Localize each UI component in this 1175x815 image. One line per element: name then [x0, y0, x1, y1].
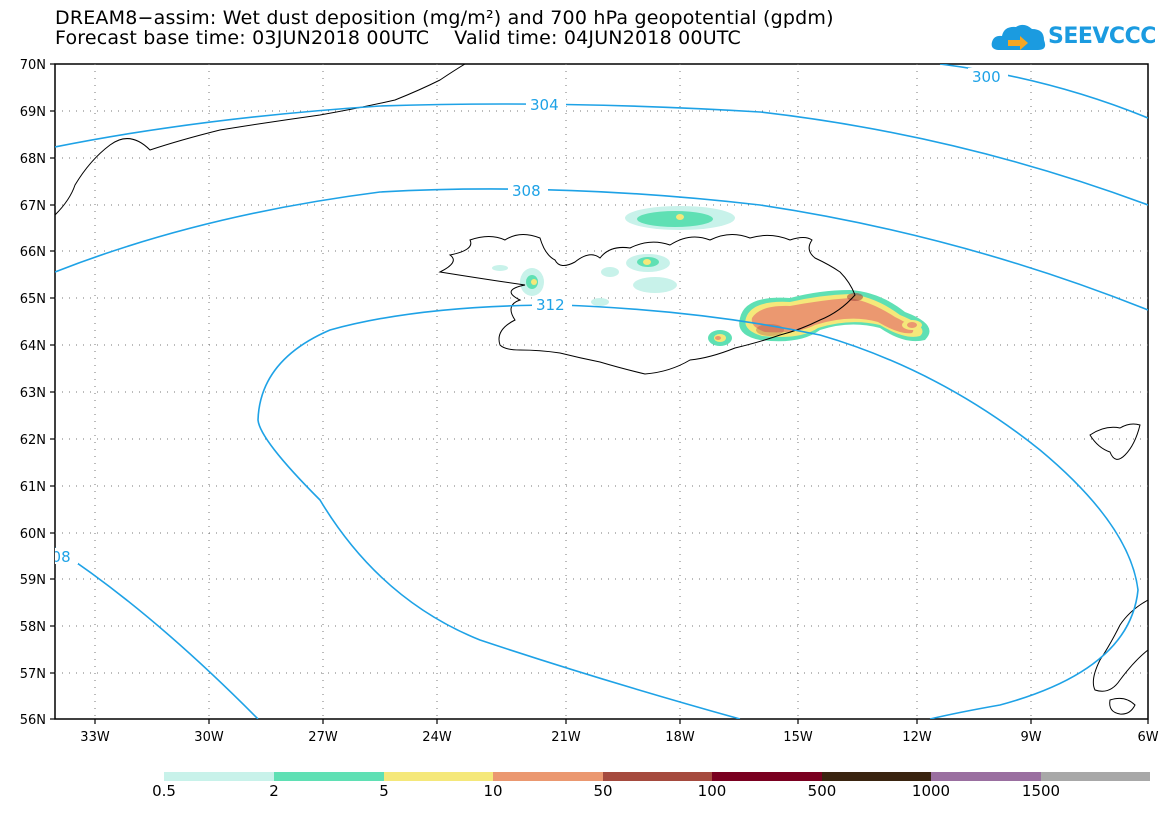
colorbar [164, 772, 1150, 781]
lat-label: 60N [20, 527, 46, 542]
map-subtitle: Forecast base time: 03JUN2018 00UTC Vali… [55, 27, 741, 49]
colorbar-label: 500 [807, 782, 837, 800]
cloud-icon [991, 24, 1046, 50]
lat-label: 61N [20, 480, 46, 495]
lon-label: 21W [551, 730, 581, 745]
contour-label: 304 [530, 96, 559, 114]
lon-label: 6W [1137, 730, 1158, 745]
colorbar-segment [274, 772, 384, 781]
contour-label: 300 [972, 68, 1001, 86]
colorbar-segment [493, 772, 603, 781]
coastlines [55, 64, 1148, 715]
colorbar-segment [931, 772, 1041, 781]
lat-label: 62N [20, 433, 46, 448]
lat-label: 68N [20, 152, 46, 167]
colorbar-label: 1000 [911, 782, 951, 800]
lon-label: 9W [1020, 730, 1041, 745]
tick-marks [50, 63, 1149, 724]
colorbar-segment [384, 772, 493, 781]
colorbar-segment [1041, 772, 1150, 781]
lon-label: 33W [80, 730, 110, 745]
lat-label: 56N [20, 713, 46, 728]
lat-label: 57N [20, 667, 46, 682]
colorbar-segment [603, 772, 712, 781]
lat-label: 66N [20, 245, 46, 260]
lon-label: 27W [308, 730, 338, 745]
lat-label: 69N [20, 105, 46, 120]
lon-label: 12W [902, 730, 932, 745]
latitude-labels: 70N 69N 68N 67N 66N 65N 64N 63N 62N 61N … [20, 58, 46, 728]
longitude-labels: 33W 30W 27W 24W 21W 18W 15W 12W 9W 6W [80, 730, 1158, 745]
colorbar-label: 1500 [1021, 782, 1061, 800]
colorbar-label: 10 [483, 782, 503, 800]
lon-label: 15W [783, 730, 813, 745]
lat-label: 58N [20, 620, 46, 635]
grid-lines [55, 64, 1148, 719]
contour-labels: 300 304 308 312 308 [42, 68, 1008, 566]
logo-text: SEEVCCC [1048, 24, 1156, 49]
lat-label: 64N [20, 339, 46, 354]
contour-label: 308 [42, 548, 71, 566]
colorbar-segment [822, 772, 931, 781]
lat-label: 67N [20, 199, 46, 214]
lat-label: 70N [20, 58, 46, 73]
colorbar-label: 2 [269, 782, 279, 800]
lat-label: 65N [20, 292, 46, 307]
lon-label: 24W [422, 730, 452, 745]
colorbar-label: 100 [697, 782, 727, 800]
lat-label: 59N [20, 573, 46, 588]
colorbar-label: 50 [593, 782, 613, 800]
colorbar-label: 5 [379, 782, 389, 800]
lon-label: 18W [665, 730, 695, 745]
contour-label: 308 [512, 182, 541, 200]
colorbar-label: 0.5 [152, 782, 176, 800]
map-title: DREAM8−assim: Wet dust deposition (mg/m²… [55, 7, 834, 29]
lon-label: 30W [194, 730, 224, 745]
colorbar-segment [712, 772, 822, 781]
contour-label: 312 [536, 296, 565, 314]
lat-label: 63N [20, 386, 46, 401]
colorbar-segment [164, 772, 274, 781]
